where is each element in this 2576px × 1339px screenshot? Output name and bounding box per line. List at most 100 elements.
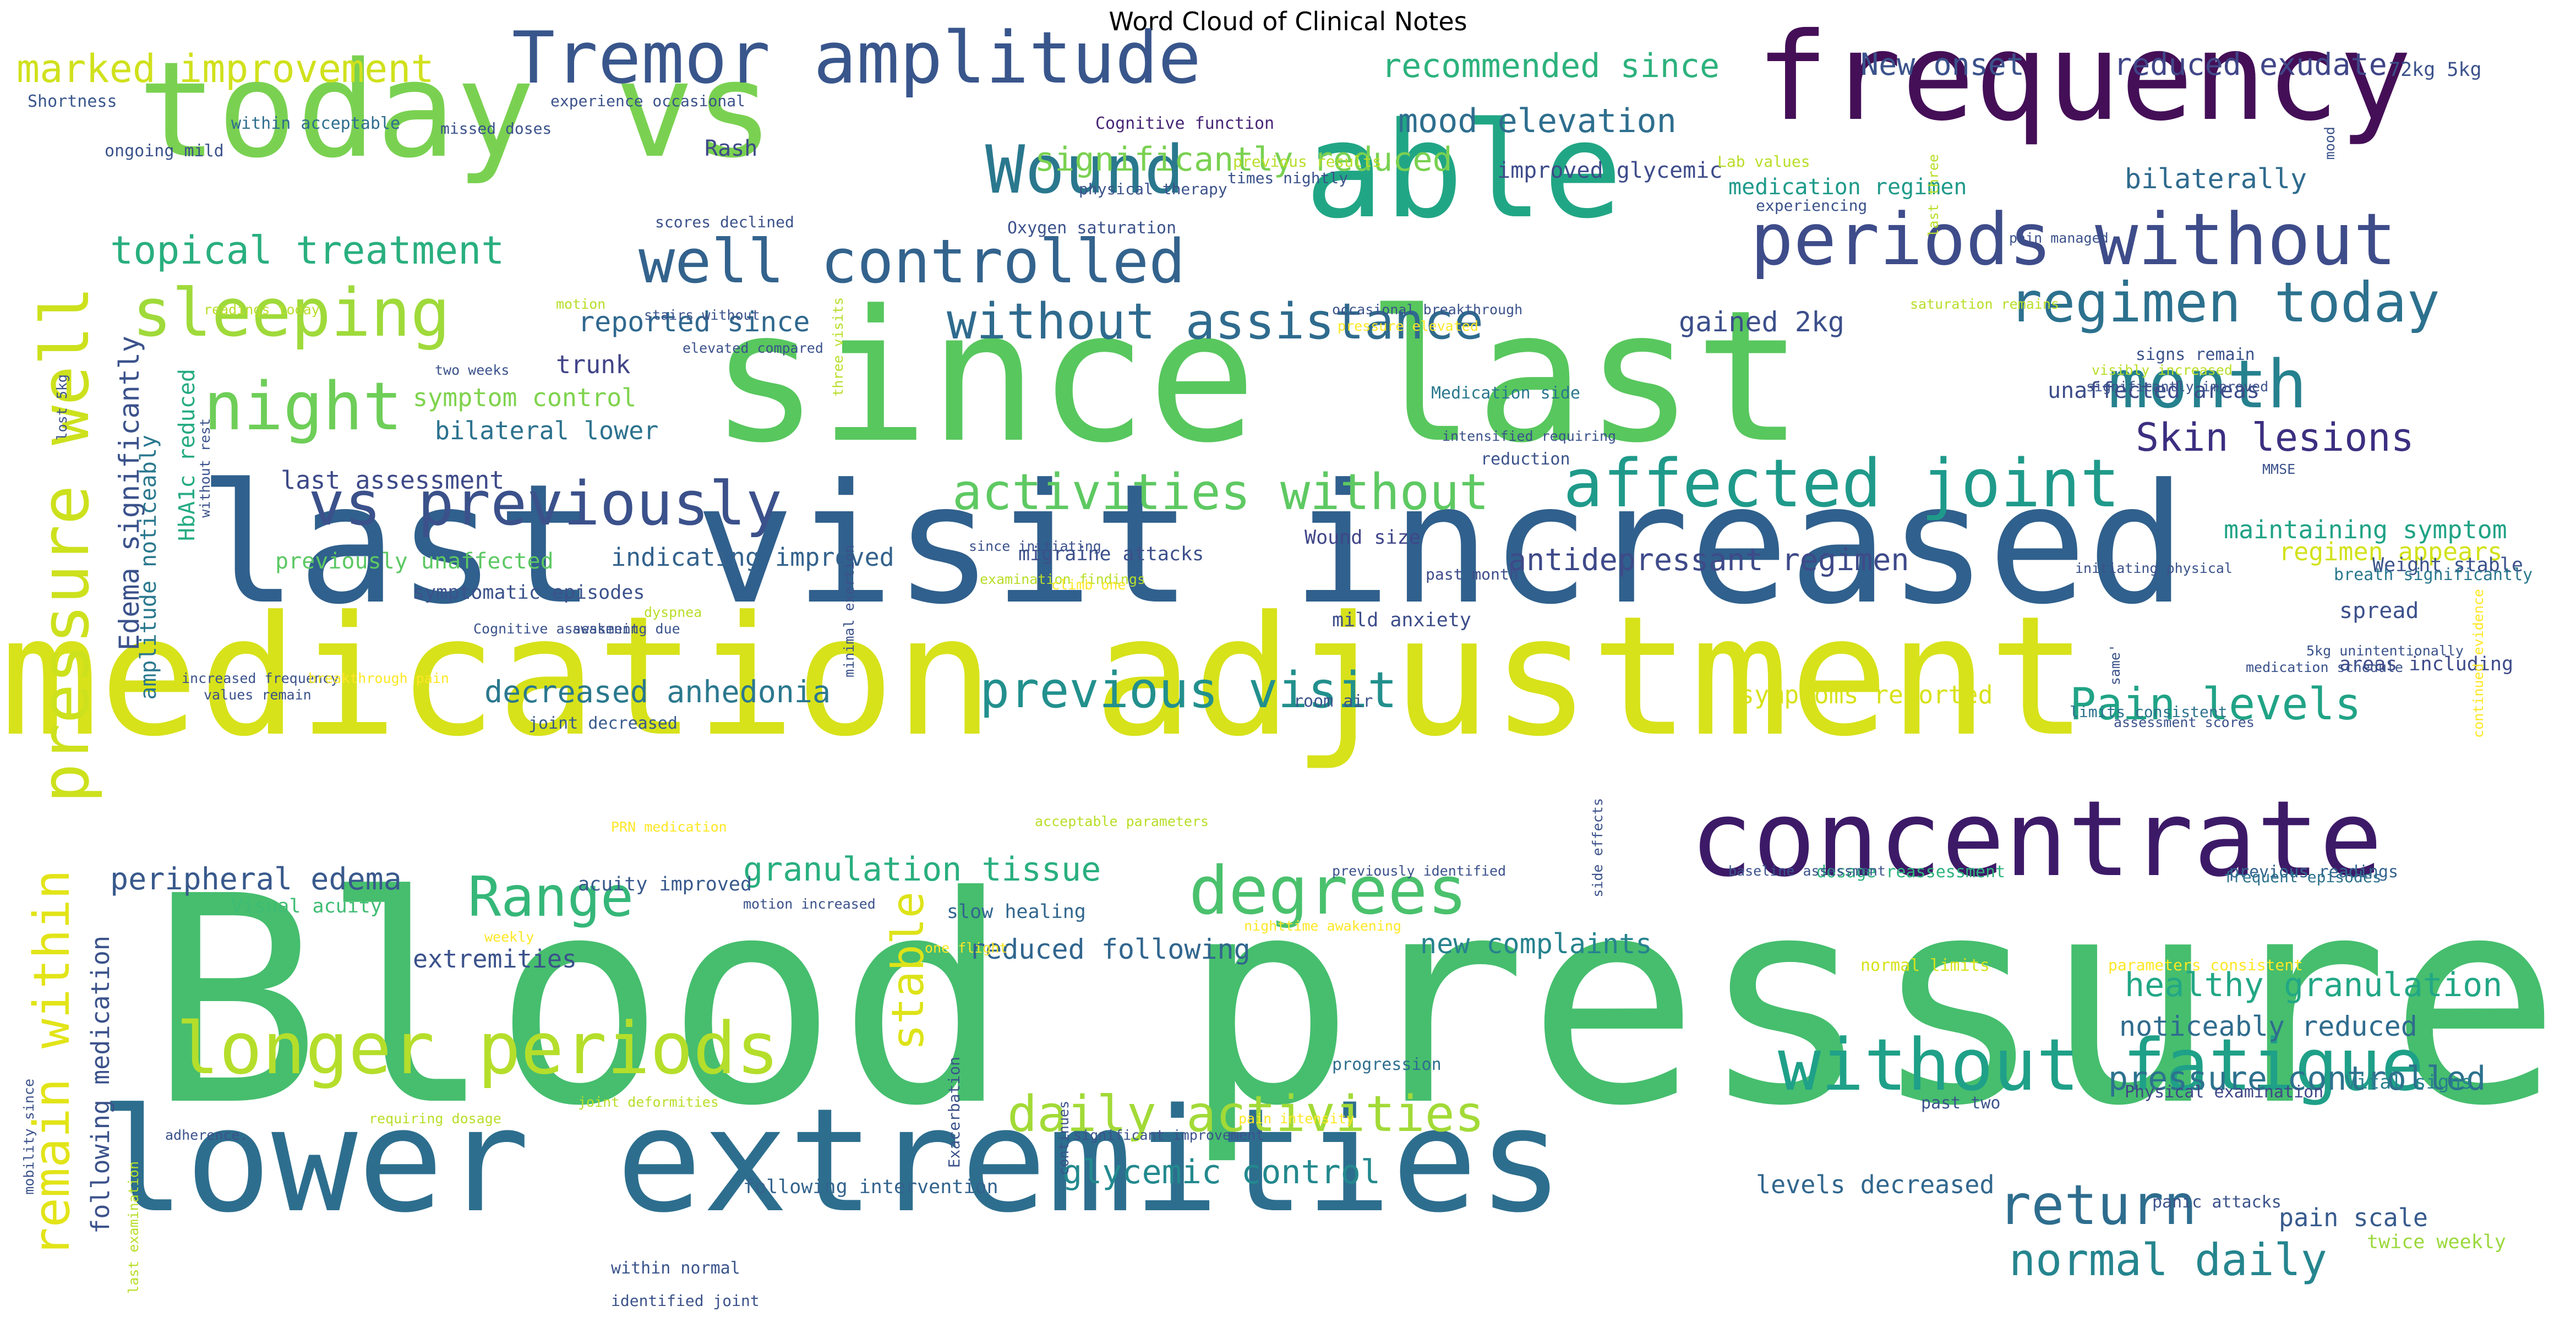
word-reduction: reduction <box>1481 450 1570 469</box>
word-signs-remain: signs remain <box>2136 345 2255 364</box>
word-previously-identified: previously identified <box>1332 863 1507 879</box>
word-mmse: MMSE <box>2262 461 2296 477</box>
word-glycemic-control: glycemic control <box>1062 1153 1380 1192</box>
chart-title: Word Cloud of Clinical Notes <box>1109 7 1467 36</box>
word-new-onset: New onset <box>1860 47 2025 82</box>
word-joint-deformities: joint deformities <box>578 1094 719 1110</box>
word-slow-healing: slow healing <box>947 901 1086 923</box>
word-previous-readings: previous readings <box>2229 862 2399 882</box>
word-antidepressant-regimen: antidepressant regimen <box>1508 542 1909 577</box>
word-gained-2kg: gained 2kg <box>1679 306 1845 338</box>
word-mild-anxiety: mild anxiety <box>1332 609 1471 631</box>
word-remain-within: remain within <box>23 870 81 1258</box>
word-wound: Wound <box>985 132 1185 209</box>
word-values-remain: values remain <box>204 687 312 703</box>
word-vital-signs: Vital signs <box>2345 1072 2473 1094</box>
word-previous-results: previous results <box>1233 152 1382 171</box>
word-periods-without: periods without <box>1750 198 2397 281</box>
word-amplitude-noticeably: amplitude noticeably <box>136 435 161 700</box>
word-panic-attacks: panic attacks <box>2152 1193 2282 1212</box>
word-baseline-assessment: baseline assessment <box>1728 863 1886 879</box>
word-medication-schedule: medication schedule <box>2246 659 2403 675</box>
word-ongoing-mild: ongoing mild <box>105 141 224 161</box>
word-tremor-amplitude: Tremor amplitude <box>512 16 1202 100</box>
word-cognitive-assessment: Cognitive assessment <box>473 621 640 637</box>
word-regimen-today: regimen today <box>2009 270 2440 335</box>
word-significantly-improved: significantly improved <box>2086 379 2269 395</box>
word-pain-scale: pain scale <box>2279 1203 2428 1232</box>
word-joint-decreased: joint decreased <box>528 714 678 733</box>
word-decreased-anhedonia: decreased anhedonia <box>484 674 831 709</box>
word-wound-size: Wound size <box>1305 527 1421 549</box>
word-vs-previously: vs previously <box>308 468 782 539</box>
word-noticeably-reduced: noticeably reduced <box>2119 1010 2417 1042</box>
word-range: Range <box>468 865 634 929</box>
word-today-vs: today vs <box>138 33 774 187</box>
word-continues: continues <box>1056 1101 1072 1176</box>
word-progression: progression <box>1332 1055 1442 1074</box>
word-acceptable-parameters: acceptable parameters <box>1035 813 1209 829</box>
word-regimen-appears: regimen appears <box>2279 537 2503 566</box>
word-missed-doses: missed doses <box>440 119 552 138</box>
word-unaffected-areas: unaffected areas <box>2048 378 2260 403</box>
word-physical-therapy: physical therapy <box>1079 180 1227 198</box>
word-night: night <box>204 369 403 445</box>
word-frequent-episodes: frequent episodes <box>2224 868 2382 886</box>
word-intensified-requiring: intensified requiring <box>1442 428 1617 444</box>
word-exacerbation: Exacerbation <box>945 1057 963 1168</box>
word-visibly-increased: visibly increased <box>2092 362 2233 378</box>
word-following-intervention: following intervention <box>743 1176 998 1198</box>
word-areas-including: areas including <box>2339 653 2514 675</box>
word-mobility-since: mobility since <box>21 1079 37 1195</box>
word-times-nightly: times nightly <box>1227 169 1349 187</box>
word-recommended-since: recommended since <box>1382 47 1720 85</box>
word-pressure-elevated: pressure elevated <box>1338 318 1478 334</box>
word-breath-significantly: breath significantly <box>2334 565 2533 584</box>
word-pain-managed: pain managed <box>2009 230 2109 246</box>
word-physical-examination: Physical examination <box>2125 1083 2324 1102</box>
word-indicating-improved: indicating improved <box>611 543 894 572</box>
word-initiating-physical: initiating physical <box>2075 560 2233 576</box>
word-adherence: adherence. <box>165 1127 248 1143</box>
word-blood-pressure: Blood pressure <box>149 835 2561 1168</box>
word-daily-activities: daily activities <box>1007 1085 1485 1143</box>
word-shortness: Shortness <box>28 92 117 111</box>
word-reduced-exudate: reduced exudate <box>2114 47 2387 82</box>
word-breakthrough-pain: breakthrough pain <box>308 670 449 686</box>
word-degrees: degrees <box>1189 853 1467 930</box>
word-prn-medication: PRN medication <box>611 819 727 835</box>
word-longer-periods: longer periods <box>176 1007 779 1090</box>
word-oxygen-saturation: Oxygen saturation <box>1007 218 1177 238</box>
word-spread: spread <box>2339 598 2419 624</box>
word-readings-today: readings today <box>204 302 320 318</box>
word-peripheral-edema: peripheral edema <box>110 861 402 897</box>
word-two-weeks: two weeks <box>435 362 510 378</box>
word-assessment-scores: assessment scores <box>2114 714 2255 730</box>
word-scores-declined: scores declined <box>655 213 794 231</box>
word-stairs-without: stairs without <box>644 307 760 323</box>
word-identified-joint: identified joint <box>611 1292 760 1310</box>
word-concentrate: concentrate <box>1690 778 2383 900</box>
word-dyspnea: dyspnea <box>644 604 702 620</box>
word-bilaterally: bilaterally <box>2125 163 2307 195</box>
word-dosage-reassessment: dosage reassessment <box>1816 862 2006 882</box>
word-since-last: since last <box>710 271 1804 483</box>
word-limits-consistent: limits consistent <box>2070 703 2228 721</box>
word-without-rest: without rest <box>197 418 213 518</box>
word-previously-unaffected: previously unaffected <box>275 549 554 574</box>
word-month: month <box>2108 347 2307 423</box>
word-hba1c-reduced: HbA1c reduced <box>174 369 200 542</box>
word-sleeping: sleeping <box>132 275 450 352</box>
word-lost-5kg: lost 5kg <box>54 374 70 441</box>
word-mood: mood <box>2322 127 2338 160</box>
word-examination-findings: examination findings <box>980 571 1146 587</box>
word-visual-acuity: Visual acuity <box>231 895 382 917</box>
word-last-visit-increased: last visit increased <box>198 449 2187 641</box>
word-weight-stable: Weight stable <box>2372 554 2523 576</box>
word-migraine-attacks: migraine attacks <box>1018 543 1204 565</box>
word-reported-since: reported since <box>578 306 810 338</box>
word-parameters-consistent: parameters consistent <box>2108 956 2304 974</box>
word-symptomatic-episodes: symptomatic episodes <box>413 582 645 604</box>
word-last-three: last three <box>1925 154 1941 237</box>
word-motion: motion <box>556 296 606 312</box>
